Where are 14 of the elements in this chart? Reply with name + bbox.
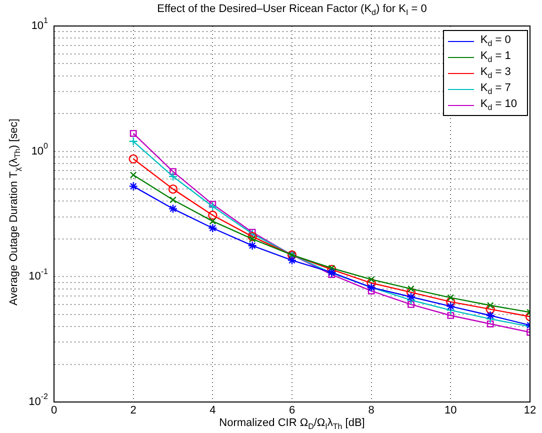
x-tick-label: 2 bbox=[130, 404, 136, 417]
chart-title: Effect of the Desired–User Ricean Factor (K$_{d}$) for K$_{I}$ = 0 bbox=[156, 3, 428, 18]
x-tick-label: 8 bbox=[368, 404, 374, 417]
x-tick-label: 12 bbox=[524, 404, 536, 417]
legend-label: K$_{d}$ = 1 bbox=[480, 50, 511, 64]
x-tick-label: 4 bbox=[210, 404, 216, 417]
x-tick-label: 6 bbox=[288, 404, 296, 417]
x-tick-label: 0 bbox=[50, 404, 58, 417]
legend-label: K$_{d}$ = 0 bbox=[480, 34, 511, 48]
legend-label: K$_{d}$ = 7 bbox=[480, 82, 511, 96]
x-tick-label: 10 bbox=[444, 404, 457, 417]
legend-label: K$_{d}$ = 3 bbox=[480, 66, 511, 80]
legend-label: K$_{d}$ = 10 bbox=[480, 98, 517, 112]
x-axis-title: Normalized CIR Ω$_{D}$/Ω$_{I}$λ$_{Th}$ [dB] bbox=[218, 417, 366, 432]
